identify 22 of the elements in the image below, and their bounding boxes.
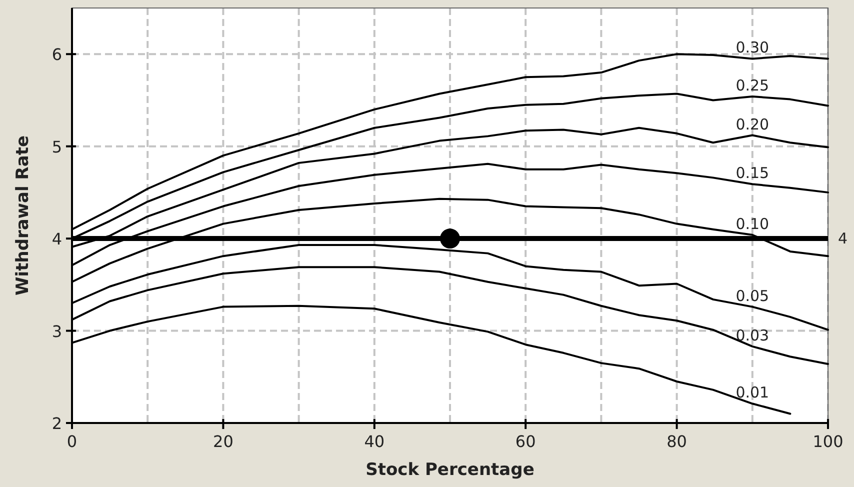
- series-label: 0.15: [736, 164, 770, 182]
- series-label: 0.03: [736, 326, 770, 344]
- x-axis-title: Stock Percentage: [366, 460, 534, 480]
- y-tick-label: 4: [52, 230, 62, 249]
- x-tick-label: 60: [515, 432, 536, 451]
- y-tick-label: 6: [52, 45, 62, 64]
- ref-line-label: 4: [838, 230, 848, 248]
- series-label: 0.25: [736, 76, 770, 95]
- series-label: 0.30: [736, 38, 770, 57]
- series-label: 0.01: [736, 384, 770, 402]
- y-tick-label: 5: [52, 137, 62, 156]
- series-label: 0.20: [736, 115, 770, 134]
- x-tick-label: 20: [213, 432, 234, 451]
- x-tick-label: 40: [364, 432, 385, 451]
- y-axis-title: Withdrawal Rate: [13, 136, 33, 296]
- x-tick-label: 0: [66, 432, 78, 451]
- series-label: 0.05: [736, 286, 770, 305]
- x-tick-label: 100: [812, 432, 844, 451]
- series-label: 0.10: [736, 214, 770, 233]
- y-tick-label: 2: [52, 414, 62, 433]
- x-tick-label: 80: [666, 432, 687, 451]
- y-tick-label: 3: [52, 322, 62, 341]
